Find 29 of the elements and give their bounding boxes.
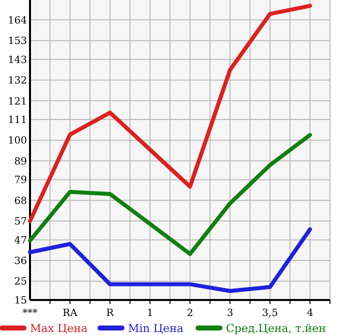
y-tick-label: 164 bbox=[8, 15, 27, 26]
x-tick-label: 2 bbox=[186, 308, 194, 319]
x-tick-label: *** bbox=[22, 308, 38, 319]
x-tick-label: RA bbox=[62, 308, 78, 319]
y-tick-label: 121 bbox=[8, 96, 27, 108]
x-tick-label: 1 bbox=[146, 308, 154, 319]
x-tick-label: 4 bbox=[306, 308, 314, 319]
y-tick-label: 47 bbox=[14, 235, 27, 246]
y-tick-label: 79 bbox=[14, 175, 27, 186]
y-tick-label: 68 bbox=[14, 196, 27, 207]
y-tick-label: 89 bbox=[14, 156, 27, 168]
line-series bbox=[28, 227, 312, 293]
y-tick-label: 100 bbox=[8, 136, 27, 147]
line-series bbox=[28, 4, 312, 224]
y-tick-label: 143 bbox=[8, 54, 27, 66]
legend-label: Min Цена bbox=[128, 322, 184, 335]
y-tick-label: 25 bbox=[14, 276, 27, 288]
x-tick-label: 3,5 bbox=[262, 308, 278, 319]
y-tick-label: 111 bbox=[8, 115, 27, 126]
line-series bbox=[28, 132, 312, 256]
y-tick-label: 57 bbox=[14, 216, 27, 228]
y-tick-label: 153 bbox=[8, 36, 27, 48]
legend-label: Max Цена bbox=[30, 322, 88, 335]
y-tick-label: 36 bbox=[14, 256, 27, 268]
x-tick-label: R bbox=[106, 308, 114, 319]
y-tick-label: 132 bbox=[8, 76, 27, 87]
legend-label: Сред.Цена, т.йен bbox=[226, 322, 326, 335]
y-tick-label: 15 bbox=[14, 296, 27, 306]
x-tick-label: 3 bbox=[226, 308, 234, 319]
